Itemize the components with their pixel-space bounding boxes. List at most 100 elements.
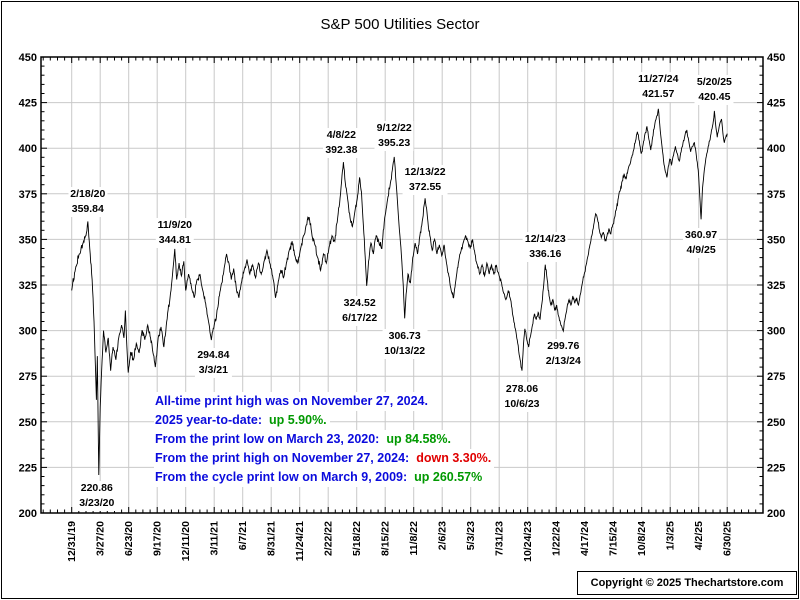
annotation-line2: 3/23/20 bbox=[79, 497, 115, 509]
annotation-line2: 344.81 bbox=[158, 233, 191, 246]
annotation-line1: 220.86 bbox=[80, 482, 113, 494]
commentary-line: All-time print high was on November 27, … bbox=[154, 392, 431, 411]
x-axis-label: 11/8/22 bbox=[408, 521, 420, 556]
x-axis-label: 1/22/24 bbox=[551, 521, 563, 556]
chart-annotation: 299.76 2/13/24 bbox=[543, 339, 583, 369]
x-axis-label: 7/15/24 bbox=[608, 521, 620, 556]
y-axis-label-right: 200 bbox=[767, 508, 785, 520]
annotation-line1: 11/9/20 bbox=[157, 218, 193, 231]
x-axis-label: 6/23/20 bbox=[123, 521, 135, 556]
y-axis-label-left: 425 bbox=[19, 98, 37, 110]
annotation-line1: 299.76 bbox=[547, 340, 580, 352]
commentary-text: 2025 year-to-date: bbox=[155, 413, 262, 427]
y-axis-label-left: 350 bbox=[19, 234, 37, 246]
annotation-line2: 392.38 bbox=[325, 144, 358, 157]
commentary-text: All-time print high was on November 27, … bbox=[155, 394, 428, 408]
y-axis-label-left: 250 bbox=[19, 417, 37, 429]
annotation-line1: 360.97 bbox=[685, 229, 718, 242]
y-axis-label-left: 200 bbox=[19, 508, 37, 520]
chart-annotation: 306.73 10/13/22 bbox=[382, 329, 428, 360]
commentary-percent: up 5.90%. bbox=[269, 413, 327, 427]
chart-title: S&P 500 Utilities Sector bbox=[320, 16, 480, 33]
y-axis-label-right: 275 bbox=[767, 371, 785, 383]
y-axis-label-left: 225 bbox=[19, 462, 37, 474]
chart-annotation: 4/8/22 392.38 bbox=[323, 128, 360, 159]
annotation-line1: 4/8/22 bbox=[326, 129, 356, 142]
chart-annotation: 9/12/22 395.23 bbox=[374, 120, 414, 151]
x-axis-label: 6/7/21 bbox=[237, 521, 249, 550]
y-axis-label-left: 450 bbox=[19, 52, 37, 64]
y-axis-label-right: 325 bbox=[767, 280, 785, 292]
y-axis-label-right: 375 bbox=[767, 189, 785, 201]
annotation-line2: 2/13/24 bbox=[545, 355, 581, 367]
annotation-line2: 421.57 bbox=[642, 87, 675, 100]
x-axis-label: 7/31/23 bbox=[494, 521, 506, 556]
commentary-line: From the print low on March 23, 2020: up … bbox=[154, 430, 454, 449]
chart-annotation: 360.97 4/9/25 bbox=[683, 228, 720, 259]
annotation-line2: 336.16 bbox=[529, 247, 562, 260]
annotation-line1: 11/27/24 bbox=[638, 72, 679, 85]
annotation-line2: 6/17/22 bbox=[342, 311, 378, 324]
y-axis-label-left: 300 bbox=[19, 326, 37, 338]
commentary-text: From the print high on November 27, 2024… bbox=[155, 451, 410, 465]
y-axis-label-right: 350 bbox=[767, 234, 785, 246]
x-axis-label: 1/3/25 bbox=[665, 521, 677, 550]
annotation-line1: 294.84 bbox=[197, 349, 230, 361]
x-axis-label: 5/18/22 bbox=[351, 521, 363, 556]
x-axis-label: 8/15/22 bbox=[380, 521, 392, 556]
annotation-line1: 306.73 bbox=[388, 330, 421, 343]
x-axis-label: 12/31/19 bbox=[66, 521, 78, 562]
commentary-line: From the print high on November 27, 2024… bbox=[154, 449, 495, 468]
annotation-line1: 324.52 bbox=[343, 296, 376, 309]
annotation-line1: 5/20/25 bbox=[696, 75, 732, 88]
commentary-percent: up 260.57% bbox=[414, 470, 483, 484]
y-axis-label-right: 225 bbox=[767, 462, 785, 474]
commentary-percent: up 84.58%. bbox=[386, 432, 451, 446]
y-axis-label-left: 375 bbox=[19, 189, 37, 201]
chart-annotation: 12/14/23 336.16 bbox=[522, 231, 568, 262]
annotation-line2: 420.45 bbox=[698, 90, 731, 103]
annotation-line2: 4/9/25 bbox=[686, 244, 716, 257]
x-axis-label: 6/30/25 bbox=[722, 521, 734, 556]
annotation-line2: 10/13/22 bbox=[384, 345, 426, 358]
commentary-line: From the cycle print low on March 9, 200… bbox=[154, 468, 486, 487]
x-axis-label: 4/17/24 bbox=[579, 521, 591, 556]
x-axis-label: 3/11/21 bbox=[209, 521, 221, 556]
x-axis-label: 2/22/22 bbox=[323, 521, 335, 556]
annotation-line1: 2/18/20 bbox=[70, 187, 106, 200]
price-line bbox=[71, 108, 728, 475]
annotation-line1: 9/12/22 bbox=[376, 121, 412, 134]
y-axis-label-left: 325 bbox=[19, 280, 37, 292]
y-axis-label-right: 450 bbox=[767, 52, 785, 64]
y-axis-label-right: 400 bbox=[767, 143, 785, 155]
annotation-line2: 359.84 bbox=[71, 202, 104, 215]
commentary-text: From the cycle print low on March 9, 200… bbox=[155, 470, 408, 484]
annotation-line1: 12/14/23 bbox=[524, 232, 566, 245]
x-axis-label: 12/11/20 bbox=[180, 521, 192, 561]
chart-annotation: 294.84 3/3/21 bbox=[195, 348, 232, 378]
chart-annotation: 2/18/20 359.84 bbox=[68, 186, 108, 217]
x-axis-label: 10/8/24 bbox=[636, 521, 648, 556]
annotation-line1: 12/13/22 bbox=[404, 166, 446, 179]
x-axis-label: 3/27/20 bbox=[95, 521, 107, 556]
chart-annotation: 278.06 10/6/23 bbox=[502, 381, 542, 412]
annotation-line2: 395.23 bbox=[378, 136, 411, 149]
annotation-line1: 278.06 bbox=[505, 382, 539, 395]
y-axis-label-left: 275 bbox=[19, 371, 37, 383]
commentary-block: All-time print high was on November 27, … bbox=[154, 392, 495, 487]
annotation-line2: 10/6/23 bbox=[504, 397, 540, 410]
annotation-line2: 3/3/21 bbox=[198, 364, 228, 376]
chart-annotation: 12/13/22 372.55 bbox=[402, 165, 448, 196]
chart-annotation: 5/20/25 420.45 bbox=[694, 74, 734, 105]
x-axis-label: 5/3/23 bbox=[465, 521, 477, 550]
y-axis-label-left: 400 bbox=[19, 143, 37, 155]
commentary-text: From the print low on March 23, 2020: bbox=[155, 432, 380, 446]
x-axis-label: 8/31/21 bbox=[266, 521, 278, 556]
x-axis-label: 2/6/23 bbox=[437, 521, 449, 550]
x-axis-label: 9/17/20 bbox=[152, 521, 164, 556]
x-axis-label: 4/2/25 bbox=[693, 521, 705, 550]
y-axis-label-right: 300 bbox=[767, 326, 785, 338]
y-axis-label-right: 250 bbox=[767, 417, 785, 429]
x-axis-label: 11/24/21 bbox=[294, 521, 306, 561]
chart-annotation: 11/9/20 344.81 bbox=[155, 217, 195, 248]
